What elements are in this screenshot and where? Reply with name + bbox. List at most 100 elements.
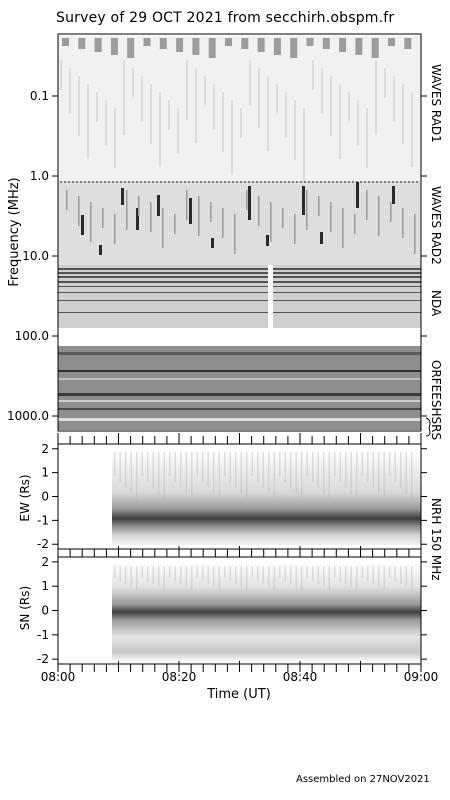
rad1-streak [411, 92, 413, 167]
nrh-streak [268, 566, 270, 587]
nrh-streak [405, 566, 407, 587]
nrh-streak [213, 452, 215, 494]
rad2-faint-burst [246, 190, 248, 210]
label-nrh-150: NRH 150 MHz [429, 498, 443, 581]
orfees-band [58, 352, 421, 355]
rad2-faint-burst [318, 196, 320, 216]
nrh-streak [191, 566, 193, 590]
rad1-burst [241, 38, 249, 49]
rad1-burst [78, 38, 86, 49]
nrh-streak [295, 566, 297, 587]
rad2-faint-burst [294, 214, 296, 244]
rad1-streak [267, 76, 269, 151]
rad1-burst [94, 38, 102, 52]
nrh-streak [251, 452, 253, 476]
nrh-streak [290, 452, 292, 488]
rad1-streak [222, 92, 224, 152]
rad1-streak [78, 76, 80, 136]
rad2-faint-burst [330, 202, 332, 232]
rad1-streak [204, 76, 206, 106]
nrh-streak [356, 566, 358, 590]
nrh-streak [400, 566, 402, 584]
rad1-streak [150, 84, 152, 144]
rad1-streak [60, 60, 62, 90]
nrh-streak [372, 452, 374, 488]
rad1-burst [339, 38, 347, 52]
rad2-burst [248, 186, 251, 220]
ew-y-ticks: -2 -1 0 1 2 [37, 442, 427, 551]
rad1-streak [258, 68, 260, 128]
rad2-burst [356, 182, 359, 208]
nrh-streak [196, 566, 198, 578]
rad1-streak [402, 84, 404, 144]
nrh-streak [136, 566, 138, 590]
rad2-burst [136, 208, 139, 230]
rad2-faint-burst [414, 214, 416, 254]
nrh-streak [383, 566, 385, 590]
nrh-streak [284, 566, 286, 581]
nrh-streak [273, 452, 275, 500]
nrh-streak [257, 452, 259, 482]
nrh-streak [257, 566, 259, 581]
rad2-faint-burst [366, 190, 368, 220]
rad1-streak [249, 60, 251, 105]
rad2-faint-burst [222, 208, 224, 238]
nrh-streak [251, 566, 253, 578]
nrh-streak [224, 566, 226, 578]
nrh-streak [147, 566, 149, 581]
label-waves-rad1: WAVES RAD1 [429, 64, 443, 143]
rad1-streak [105, 100, 107, 145]
rad1-streak [168, 100, 170, 130]
nrh-streak [191, 452, 193, 500]
rad1-burst [273, 38, 281, 55]
rad1-burst [404, 38, 412, 49]
rad1-streak [69, 68, 71, 113]
label-orfees-hsrs: ORFEESHSRS [429, 360, 443, 440]
rad1-streak [321, 68, 323, 113]
rad2-burst [121, 188, 124, 205]
rad1-burst [257, 38, 265, 52]
rad1-streak [87, 84, 89, 159]
label-waves-rad2: WAVES RAD2 [429, 186, 443, 265]
nrh-streak [147, 452, 149, 482]
nrh-streak [174, 452, 176, 482]
rad2-faint-burst [138, 196, 140, 216]
nrh-streak [240, 452, 242, 494]
sn-y-label: SN (Rs) [18, 586, 32, 630]
orfees-band [58, 378, 421, 380]
nrh-streak [218, 452, 220, 500]
nrh-streak [114, 452, 116, 476]
nrh-streak [334, 452, 336, 476]
rad2-faint-burst [162, 208, 164, 248]
nrh-y-tick-label: -1 [37, 513, 49, 527]
nrh-y-tick-label: 2 [41, 555, 49, 569]
rad1-streak [294, 100, 296, 160]
nrh-streak [350, 566, 352, 587]
rad2-burst [81, 215, 84, 235]
nda-band [58, 312, 421, 313]
rad1-streak [141, 76, 143, 121]
nrh-streak [361, 452, 363, 476]
nrh-streak [136, 452, 138, 500]
nrh-streak [334, 566, 336, 578]
hsrs-bracket [425, 417, 431, 437]
rad2-burst [266, 235, 269, 246]
nrh-streak [383, 452, 385, 500]
rad1-streak [357, 100, 359, 145]
orfees-band [58, 408, 421, 410]
nrh-streak [372, 566, 374, 584]
rad1-streak [348, 92, 350, 122]
rad2-faint-burst [198, 196, 200, 236]
nrh-streak [213, 566, 215, 587]
rad1-streak [123, 60, 125, 135]
time-ticks: 08:00 08:20 08:40 09:00 [41, 433, 438, 684]
nrh-streak [141, 566, 143, 578]
rad1-burst [143, 38, 151, 46]
rad1-burst [208, 38, 216, 58]
rad1-streak [303, 108, 305, 183]
rad2-faint-burst [306, 190, 308, 230]
spectrum-y-tick-label: 100.0 [15, 329, 49, 343]
nrh-streak [114, 566, 116, 578]
nrh-streak [158, 566, 160, 587]
rad2-burst [320, 232, 323, 244]
